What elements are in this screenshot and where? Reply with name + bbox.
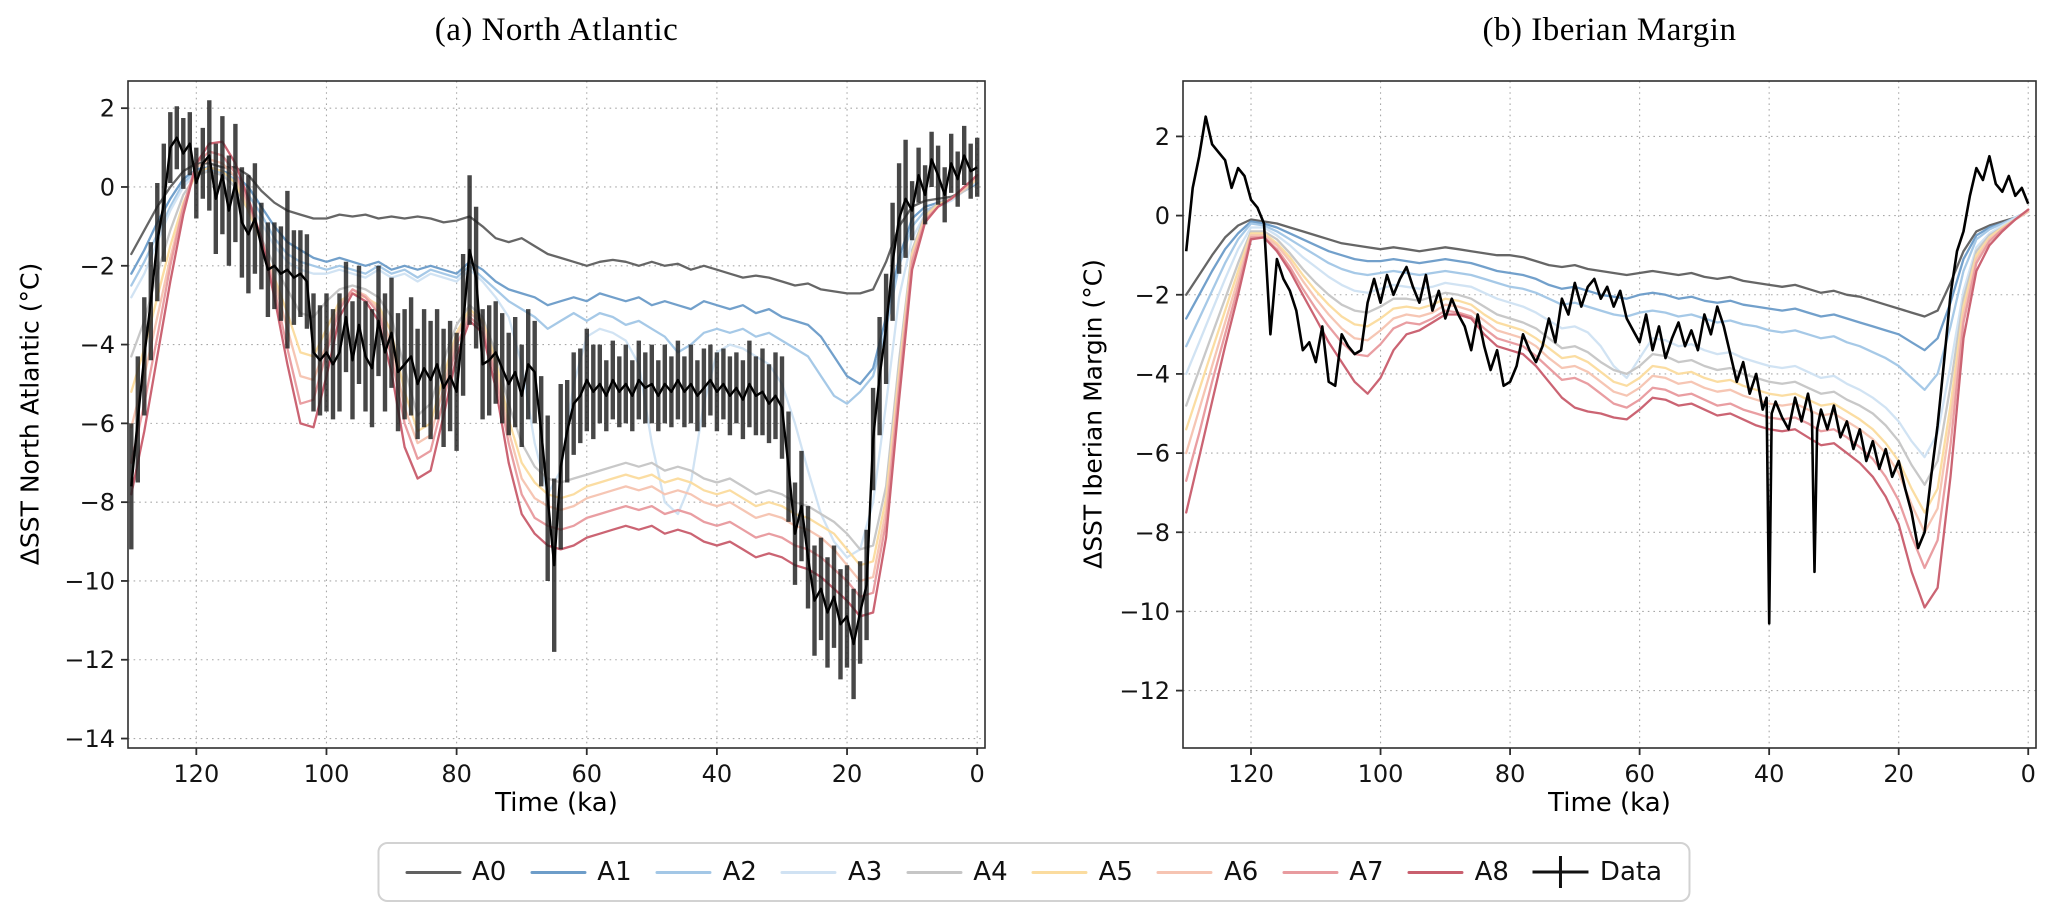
tick-labels: 120 100 80 60 40 20 020−2−4−6−8−10−12−14 [64, 95, 984, 788]
tick-marks [1176, 135, 2030, 755]
y-tick-label: −4 [80, 331, 115, 359]
legend-item-a4: A4 [906, 857, 1008, 887]
series-line-a2 [1185, 210, 2030, 391]
panel-b-title: (b) Iberian Margin [1482, 12, 1737, 48]
x-tick-label: 100 [304, 760, 350, 788]
y-tick-label: −4 [1135, 360, 1170, 388]
y-tick-label: −14 [64, 725, 115, 753]
series-line-a0 [130, 162, 979, 295]
x-tick-label: 120 [173, 760, 219, 788]
legend-item-data: Data [1532, 854, 1663, 890]
series-line-a1 [130, 166, 979, 386]
y-tick-label: 0 [100, 173, 115, 201]
grid [1183, 81, 2036, 748]
y-tick-label: −2 [80, 252, 115, 280]
y-tick-label: −6 [80, 410, 115, 438]
panel-a-xlabel: Time (ka) [495, 788, 618, 818]
line-swatch-icon [906, 870, 963, 874]
y-tick-label: −12 [1119, 677, 1170, 705]
x-tick-label: 120 [1228, 760, 1274, 788]
line-swatch-icon [1156, 870, 1213, 874]
line-swatch-icon [780, 870, 837, 874]
panel-a-ylabel: ΔSST North Atlantic (°C) [15, 262, 45, 566]
line-swatch-icon [1282, 870, 1339, 874]
legend-label: A2 [722, 857, 757, 887]
x-tick-label: 0 [970, 760, 985, 788]
legend-label: Data [1599, 857, 1663, 887]
x-tick-label: 40 [702, 760, 733, 788]
legend-item-a5: A5 [1031, 857, 1133, 887]
line-swatch-icon [404, 870, 461, 874]
legend-label: A1 [597, 857, 632, 887]
y-tick-label: −2 [1135, 281, 1170, 309]
x-tick-label: 20 [1883, 760, 1914, 788]
legend-item-a1: A1 [530, 857, 632, 887]
x-tick-label: 20 [832, 760, 863, 788]
data-line [1184, 115, 2030, 625]
legend-label: A6 [1223, 857, 1259, 887]
series-line-a1 [1185, 210, 2030, 352]
tick-labels: 120 100 80 60 40 20 020−2−4−6−8−10−12 [1119, 123, 2036, 788]
legend-item-a3: A3 [780, 857, 883, 887]
panel-a: 120 100 80 60 40 20 020−2−4−6−8−10−12−14 [64, 80, 986, 788]
errorbar-swatch-icon [1532, 856, 1589, 888]
series-line-a3 [1185, 210, 2030, 459]
y-tick-label: −6 [1135, 440, 1170, 468]
series-line-a0 [1185, 210, 2030, 318]
line-swatch-icon [1407, 870, 1464, 874]
series-line-a6 [1185, 210, 2030, 534]
line-swatch-icon [655, 870, 712, 874]
y-tick-label: −12 [64, 646, 115, 674]
x-tick-label: 0 [2021, 760, 2036, 788]
y-tick-label: −10 [1119, 598, 1170, 626]
series-line-a5 [1185, 210, 2030, 514]
tick-marks [121, 107, 979, 755]
legend-item-a7: A7 [1282, 857, 1384, 887]
line-swatch-icon [530, 870, 587, 874]
panel-b-ylabel: ΔSST Iberian Margin (°C) [1078, 259, 1108, 569]
y-tick-label: −8 [80, 489, 115, 517]
legend-item-a2: A2 [655, 857, 757, 887]
line-swatch-icon [1031, 870, 1088, 874]
x-tick-label: 60 [1624, 760, 1655, 788]
legend-label: A4 [973, 857, 1008, 887]
legend-label: A8 [1474, 857, 1509, 887]
panel-a-title: (a) North Atlantic [434, 12, 679, 48]
legend-item-a8: A8 [1407, 857, 1509, 887]
panel-b: 120 100 80 60 40 20 020−2−4−6−8−10−12 [1119, 80, 2037, 788]
legend-item-a0: A0 [404, 857, 507, 887]
plot-spines [1182, 80, 2037, 749]
y-tick-label: 2 [100, 95, 115, 123]
x-tick-label: 100 [1358, 760, 1404, 788]
legend-label: A3 [847, 857, 883, 887]
x-tick-label: 60 [571, 760, 602, 788]
legend: A0 A1 A2 A3 A4 A5 A6 A7 A8 Data [376, 842, 1691, 902]
x-tick-label: 80 [1495, 760, 1526, 788]
legend-label: A0 [471, 857, 507, 887]
plot-spines [127, 80, 986, 749]
y-tick-label: 2 [1155, 123, 1170, 151]
series-line-a8 [1185, 208, 2030, 609]
x-tick-label: 40 [1754, 760, 1785, 788]
legend-label: A7 [1349, 857, 1384, 887]
data-line [130, 136, 978, 646]
series-line-a2 [130, 168, 979, 405]
y-tick-label: 0 [1155, 202, 1170, 230]
y-tick-label: −10 [64, 567, 115, 595]
series-line-a4 [1185, 210, 2030, 486]
x-tick-label: 80 [441, 760, 472, 788]
series-line-a7 [1185, 208, 2030, 570]
panel-b-xlabel: Time (ka) [1548, 788, 1671, 818]
legend-label: A5 [1098, 857, 1133, 887]
legend-item-a6: A6 [1156, 857, 1259, 887]
y-tick-label: −8 [1135, 519, 1170, 547]
